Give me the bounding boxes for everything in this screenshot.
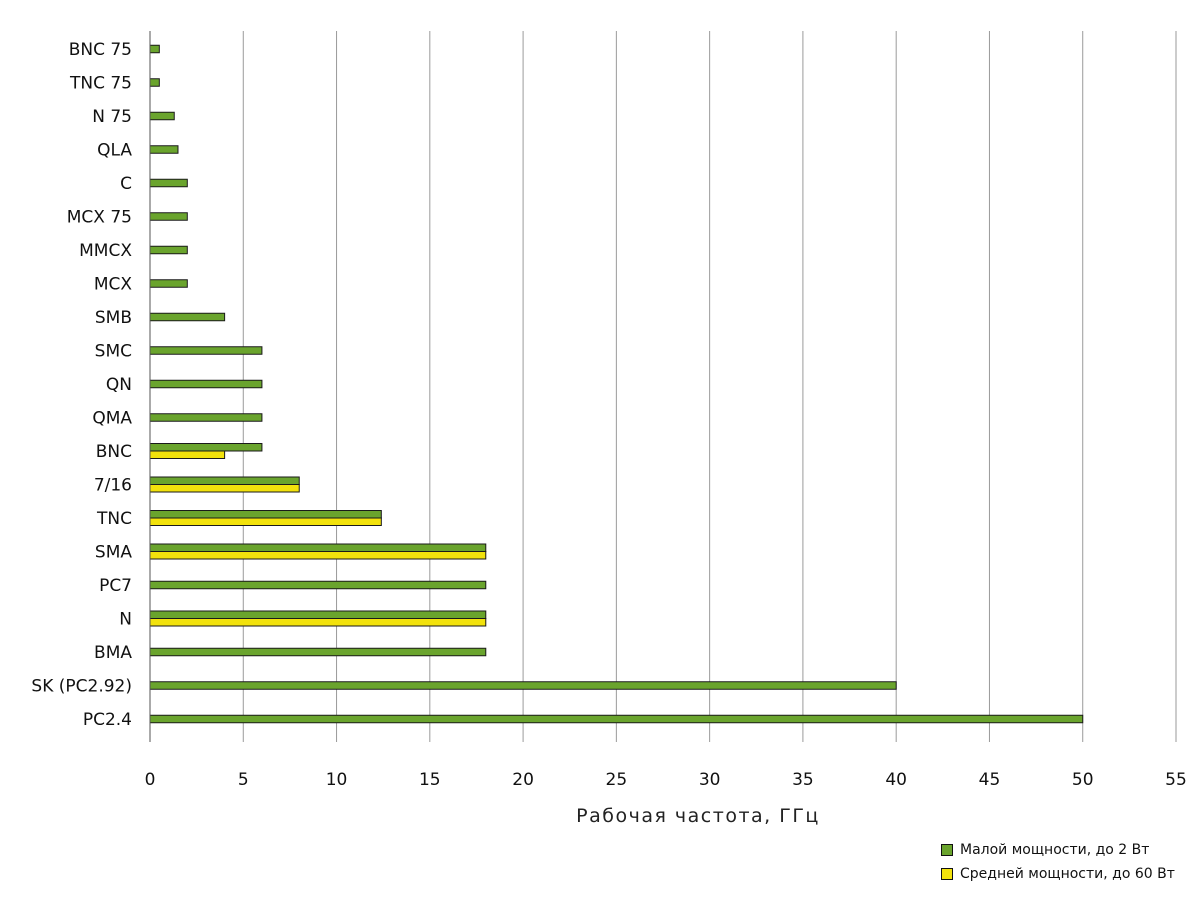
bar-low-power [149, 413, 263, 422]
legend-swatch-low-power [941, 844, 953, 856]
bar-medium-power [149, 517, 382, 526]
category-label: SMA [95, 543, 132, 563]
category-label: BNC 75 [69, 40, 132, 60]
x-tick-label: 10 [326, 770, 348, 790]
category-label: C [120, 174, 132, 194]
legend-label-low-power: Малой мощности, до 2 Вт [960, 842, 1150, 858]
x-tick-label: 45 [979, 770, 1001, 790]
legend-item-low-power: Малой мощности, до 2 Вт [941, 838, 1175, 862]
bar-low-power [149, 510, 382, 519]
bar-low-power [149, 346, 263, 355]
category-label: MMCX [79, 241, 132, 261]
category-label: SMB [95, 308, 132, 328]
bar-low-power [149, 580, 487, 590]
category-label: MCX 75 [67, 208, 132, 228]
x-tick-labels: 0 5 10 15 20 25 30 35 40 45 50 55 [145, 770, 1187, 790]
category-label: QN [106, 375, 132, 395]
category-label: SMC [95, 342, 132, 362]
bar-medium-power [149, 618, 487, 627]
bar-low-power [149, 543, 487, 552]
bar-low-power [149, 610, 487, 619]
bar-low-power [149, 212, 188, 221]
bar-low-power [149, 279, 188, 288]
bar-low-power [149, 681, 897, 690]
legend: Малой мощности, до 2 Вт Средней мощности… [941, 838, 1175, 886]
grid-lines [242, 31, 1177, 742]
x-tick-label: 30 [699, 770, 721, 790]
x-tick-label: 20 [512, 770, 534, 790]
bar-low-power [149, 443, 263, 452]
bar-medium-power [149, 450, 226, 459]
bar-low-power [149, 312, 226, 322]
bar-low-power [149, 78, 160, 87]
bar-low-power [149, 111, 175, 121]
category-label: PC2.4 [83, 710, 132, 730]
bar-low-power [149, 647, 487, 657]
x-axis-title: Рабочая частота, ГГц [576, 805, 820, 827]
legend-swatch-medium-power [941, 868, 953, 880]
category-label: QMA [92, 409, 132, 429]
category-label: 7/16 [94, 476, 132, 496]
bar-medium-power [149, 484, 300, 493]
bar-low-power [149, 44, 160, 54]
bars [149, 44, 1084, 724]
category-label: QLA [97, 141, 132, 161]
bar-low-power [149, 476, 300, 485]
category-label: TNC [96, 509, 132, 529]
category-label: SK (PC2.92) [31, 677, 132, 697]
x-tick-label: 50 [1072, 770, 1094, 790]
category-label: N 75 [92, 107, 132, 127]
category-label: BNC [96, 442, 132, 462]
category-label: BMA [94, 643, 132, 663]
bar-medium-power [149, 551, 487, 560]
category-label: N [119, 610, 132, 630]
bar-low-power [149, 245, 188, 255]
category-label: PC7 [99, 576, 132, 596]
category-label: TNC 75 [69, 74, 132, 94]
legend-label-medium-power: Средней мощности, до 60 Вт [960, 866, 1175, 882]
x-tick-label: 25 [606, 770, 628, 790]
bar-low-power [149, 379, 263, 389]
legend-item-medium-power: Средней мощности, до 60 Вт [941, 862, 1175, 886]
x-tick-label: 0 [145, 770, 156, 790]
x-tick-label: 40 [885, 770, 907, 790]
bar-low-power [149, 178, 188, 188]
category-labels: BNC 75 TNC 75 N 75 QLA C MCX 75 MMCX MCX SMB SMC Q… [31, 40, 132, 730]
x-tick-label: 5 [238, 770, 249, 790]
bar-low-power [149, 145, 179, 154]
bar-low-power [149, 714, 1084, 724]
category-label: MCX [94, 275, 133, 295]
x-tick-label: 55 [1165, 770, 1187, 790]
x-tick-label: 15 [419, 770, 441, 790]
x-tick-label: 35 [792, 770, 814, 790]
